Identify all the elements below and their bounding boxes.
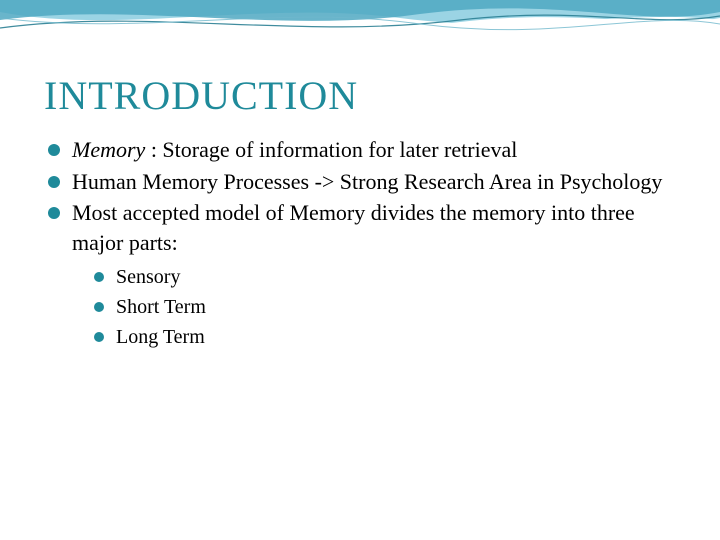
bullet-text: : Storage of information for later retri…: [145, 137, 517, 162]
bullet-item: Most accepted model of Memory divides th…: [44, 198, 676, 351]
sub-bullet-text: Long Term: [116, 326, 205, 348]
bullet-text: Most accepted model of Memory divides th…: [72, 200, 635, 255]
wave-front: [0, 17, 720, 60]
bullet-item: Memory : Storage of information for late…: [44, 135, 676, 165]
sub-bullet-item: Short Term: [90, 292, 676, 322]
sub-bullet-item: Sensory: [90, 262, 676, 292]
bullet-text: Human Memory Processes -> Strong Researc…: [72, 169, 662, 194]
wave-stroke-2: [0, 17, 720, 30]
wave-back: [0, 0, 720, 24]
wave-mid: [0, 0, 720, 21]
sub-bullet-item: Long Term: [90, 322, 676, 352]
slide-content: INTRODUCTION Memory : Storage of informa…: [44, 72, 676, 354]
sub-bullet-list: Sensory Short Term Long Term: [72, 262, 676, 352]
bullet-item: Human Memory Processes -> Strong Researc…: [44, 167, 676, 197]
wave-stroke-1: [0, 15, 720, 28]
sub-bullet-text: Sensory: [116, 266, 180, 288]
bullet-italic-lead: Memory: [72, 137, 145, 162]
slide-title: INTRODUCTION: [44, 72, 676, 119]
sub-bullet-text: Short Term: [116, 296, 206, 318]
bullet-list: Memory : Storage of information for late…: [44, 135, 676, 352]
wave-decoration: [0, 0, 720, 60]
